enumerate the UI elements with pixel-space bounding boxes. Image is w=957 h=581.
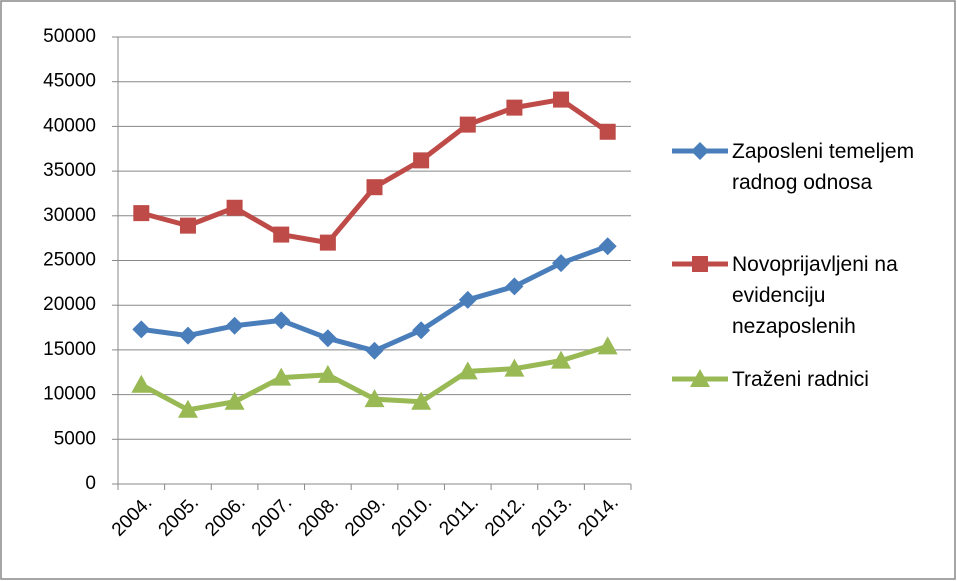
y-tick-label: 40000 bbox=[43, 115, 96, 136]
marker bbox=[458, 290, 477, 309]
marker bbox=[411, 391, 432, 410]
marker bbox=[271, 367, 292, 386]
marker bbox=[553, 91, 570, 108]
marker bbox=[598, 237, 617, 256]
marker bbox=[412, 321, 431, 340]
marker bbox=[505, 277, 524, 296]
marker bbox=[224, 391, 245, 410]
marker bbox=[225, 316, 244, 335]
marker bbox=[692, 256, 708, 272]
marker bbox=[133, 205, 150, 222]
y-tick-label: 10000 bbox=[43, 384, 96, 405]
y-tick-label: 20000 bbox=[43, 294, 96, 315]
y-tick-label: 25000 bbox=[43, 250, 96, 271]
y-tick-label: 0 bbox=[85, 473, 96, 494]
marker bbox=[366, 179, 383, 196]
marker bbox=[690, 369, 710, 387]
marker bbox=[131, 374, 152, 393]
marker bbox=[691, 142, 709, 160]
y-tick-label: 15000 bbox=[43, 339, 96, 360]
y-tick-label: 50000 bbox=[43, 26, 96, 47]
marker bbox=[365, 341, 384, 360]
marker bbox=[132, 320, 151, 339]
marker bbox=[599, 123, 616, 140]
y-tick-label: 30000 bbox=[43, 205, 96, 226]
legend-label: Novoprijavljeni na evidenciju nezaposlen… bbox=[732, 253, 898, 338]
marker bbox=[457, 361, 478, 380]
marker bbox=[364, 389, 385, 408]
marker bbox=[551, 350, 572, 369]
marker bbox=[178, 326, 197, 345]
marker bbox=[413, 152, 430, 169]
marker bbox=[506, 99, 523, 116]
y-tick-label: 5000 bbox=[54, 428, 96, 449]
marker bbox=[318, 329, 337, 348]
marker bbox=[179, 217, 196, 234]
marker bbox=[597, 336, 618, 355]
marker bbox=[226, 199, 243, 216]
marker bbox=[552, 254, 571, 273]
marker bbox=[273, 226, 290, 243]
marker bbox=[317, 364, 338, 383]
y-tick-label: 35000 bbox=[43, 160, 96, 181]
marker bbox=[272, 311, 291, 330]
y-tick-label: 45000 bbox=[43, 71, 96, 92]
marker bbox=[177, 399, 198, 418]
marker bbox=[319, 234, 336, 251]
marker bbox=[504, 358, 525, 377]
marker bbox=[459, 116, 476, 133]
legend-label: Zaposleni temeljem radnog odnosa bbox=[732, 140, 915, 194]
legend-label: Traženi radnici bbox=[732, 368, 869, 391]
